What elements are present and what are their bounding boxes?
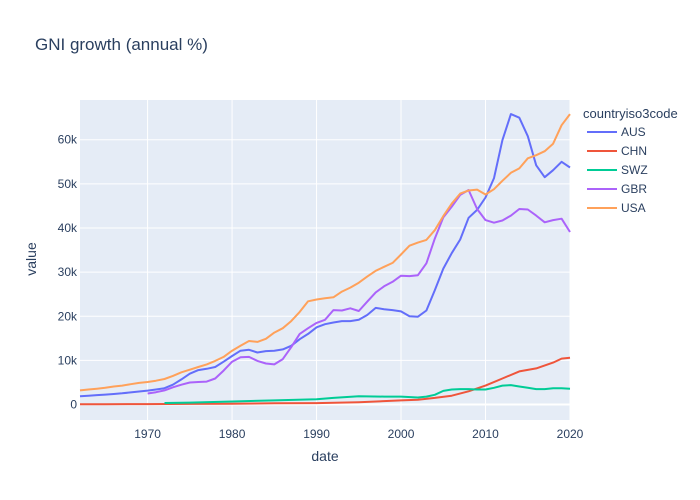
series-line-swz: [164, 384, 571, 404]
y-tick-label: 20k: [58, 309, 78, 323]
series-line-aus: [79, 113, 571, 398]
x-tick-label: 1980: [219, 427, 246, 441]
plot-area: [80, 100, 570, 420]
legend-label: SWZ: [621, 163, 648, 177]
y-axis-title: value: [23, 242, 39, 276]
x-tick-label: 1970: [134, 427, 161, 441]
legend-item-gbr[interactable]: GBR: [587, 182, 647, 196]
legend-item-usa[interactable]: USA: [587, 201, 646, 215]
legend-title: countryiso3code: [583, 106, 678, 121]
y-tick-label: 0: [70, 398, 77, 412]
legend-label: CHN: [621, 144, 647, 158]
legend-item-chn[interactable]: CHN: [587, 144, 647, 158]
y-tick-label: 60k: [58, 133, 78, 147]
legend: countryiso3code AUS CHN SWZ GBR USA: [583, 106, 678, 215]
legend-label: USA: [621, 201, 646, 215]
x-axis-ticks: 1970 1980 1990 2000 2010 2020: [134, 427, 583, 441]
x-tick-label: 2020: [557, 427, 584, 441]
series-line-usa: [79, 113, 571, 392]
series-line-chn: [80, 356, 571, 406]
y-axis-ticks: 0 10k 20k 30k 40k 50k 60k: [58, 133, 78, 412]
x-tick-label: 2010: [472, 427, 499, 441]
x-tick-label: 1990: [303, 427, 330, 441]
legend-item-swz[interactable]: SWZ: [587, 163, 648, 177]
legend-items: AUS CHN SWZ GBR USA: [587, 125, 648, 215]
legend-item-aus[interactable]: AUS: [587, 125, 646, 139]
chart-title: GNI growth (annual %): [35, 35, 208, 54]
y-tick-label: 40k: [58, 221, 78, 235]
y-tick-label: 50k: [58, 177, 78, 191]
x-axis-title: date: [311, 448, 338, 464]
y-tick-label: 10k: [58, 353, 78, 367]
y-tick-label: 30k: [58, 265, 78, 279]
series-line-gbr: [147, 189, 571, 395]
x-tick-label: 2000: [388, 427, 415, 441]
legend-label: GBR: [621, 182, 647, 196]
series-lines: [79, 113, 571, 406]
legend-label: AUS: [621, 125, 646, 139]
